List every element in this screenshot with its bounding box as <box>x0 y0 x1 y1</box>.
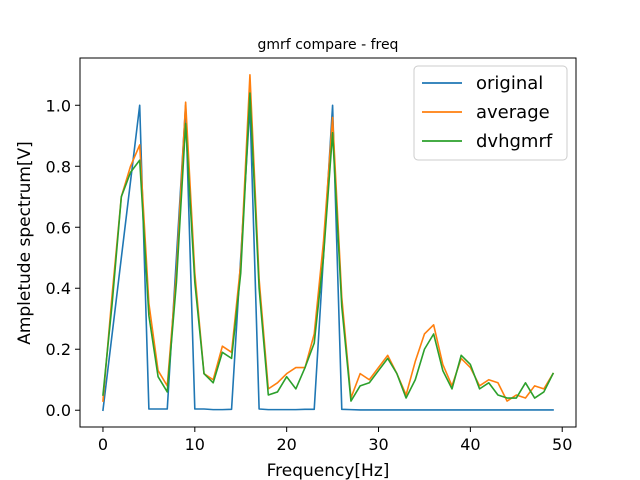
legend-label-average: average <box>476 102 550 123</box>
legend-box <box>413 65 568 161</box>
y-tick-label: 0.2 <box>46 340 71 359</box>
x-tick-label: 50 <box>552 435 572 454</box>
x-tick-label: 30 <box>368 435 388 454</box>
legend-label-original: original <box>476 73 543 94</box>
y-tick-label: 0.4 <box>46 279 71 298</box>
series-line-dvhgmrf <box>102 92 555 402</box>
legend-label-dvhgmrf: dvhgmrf <box>476 131 553 152</box>
series-layer <box>102 73 555 412</box>
y-tick-label: 0.0 <box>46 401 71 420</box>
legend: original average dvhgmrf <box>413 65 568 161</box>
series-line-original <box>102 104 554 412</box>
chart-title: gmrf compare - freq <box>258 37 399 53</box>
x-tick-label: 0 <box>98 435 108 454</box>
x-tick-label: 20 <box>276 435 296 454</box>
x-axis-label: Frequency[Hz] <box>267 461 390 480</box>
y-tick-label: 0.6 <box>46 218 71 237</box>
y-tick-label: 1.0 <box>46 96 71 115</box>
y-axis: 0.0 0.2 0.4 0.6 0.8 1.0 <box>46 96 80 420</box>
y-axis-label: Ampletude spectrum[V] <box>15 141 35 345</box>
plot-frame <box>79 57 577 428</box>
x-tick-label: 10 <box>185 435 205 454</box>
x-tick-label: 40 <box>460 435 480 454</box>
y-tick-label: 0.8 <box>46 157 71 176</box>
x-axis: 0 10 20 30 40 50 <box>98 427 572 454</box>
